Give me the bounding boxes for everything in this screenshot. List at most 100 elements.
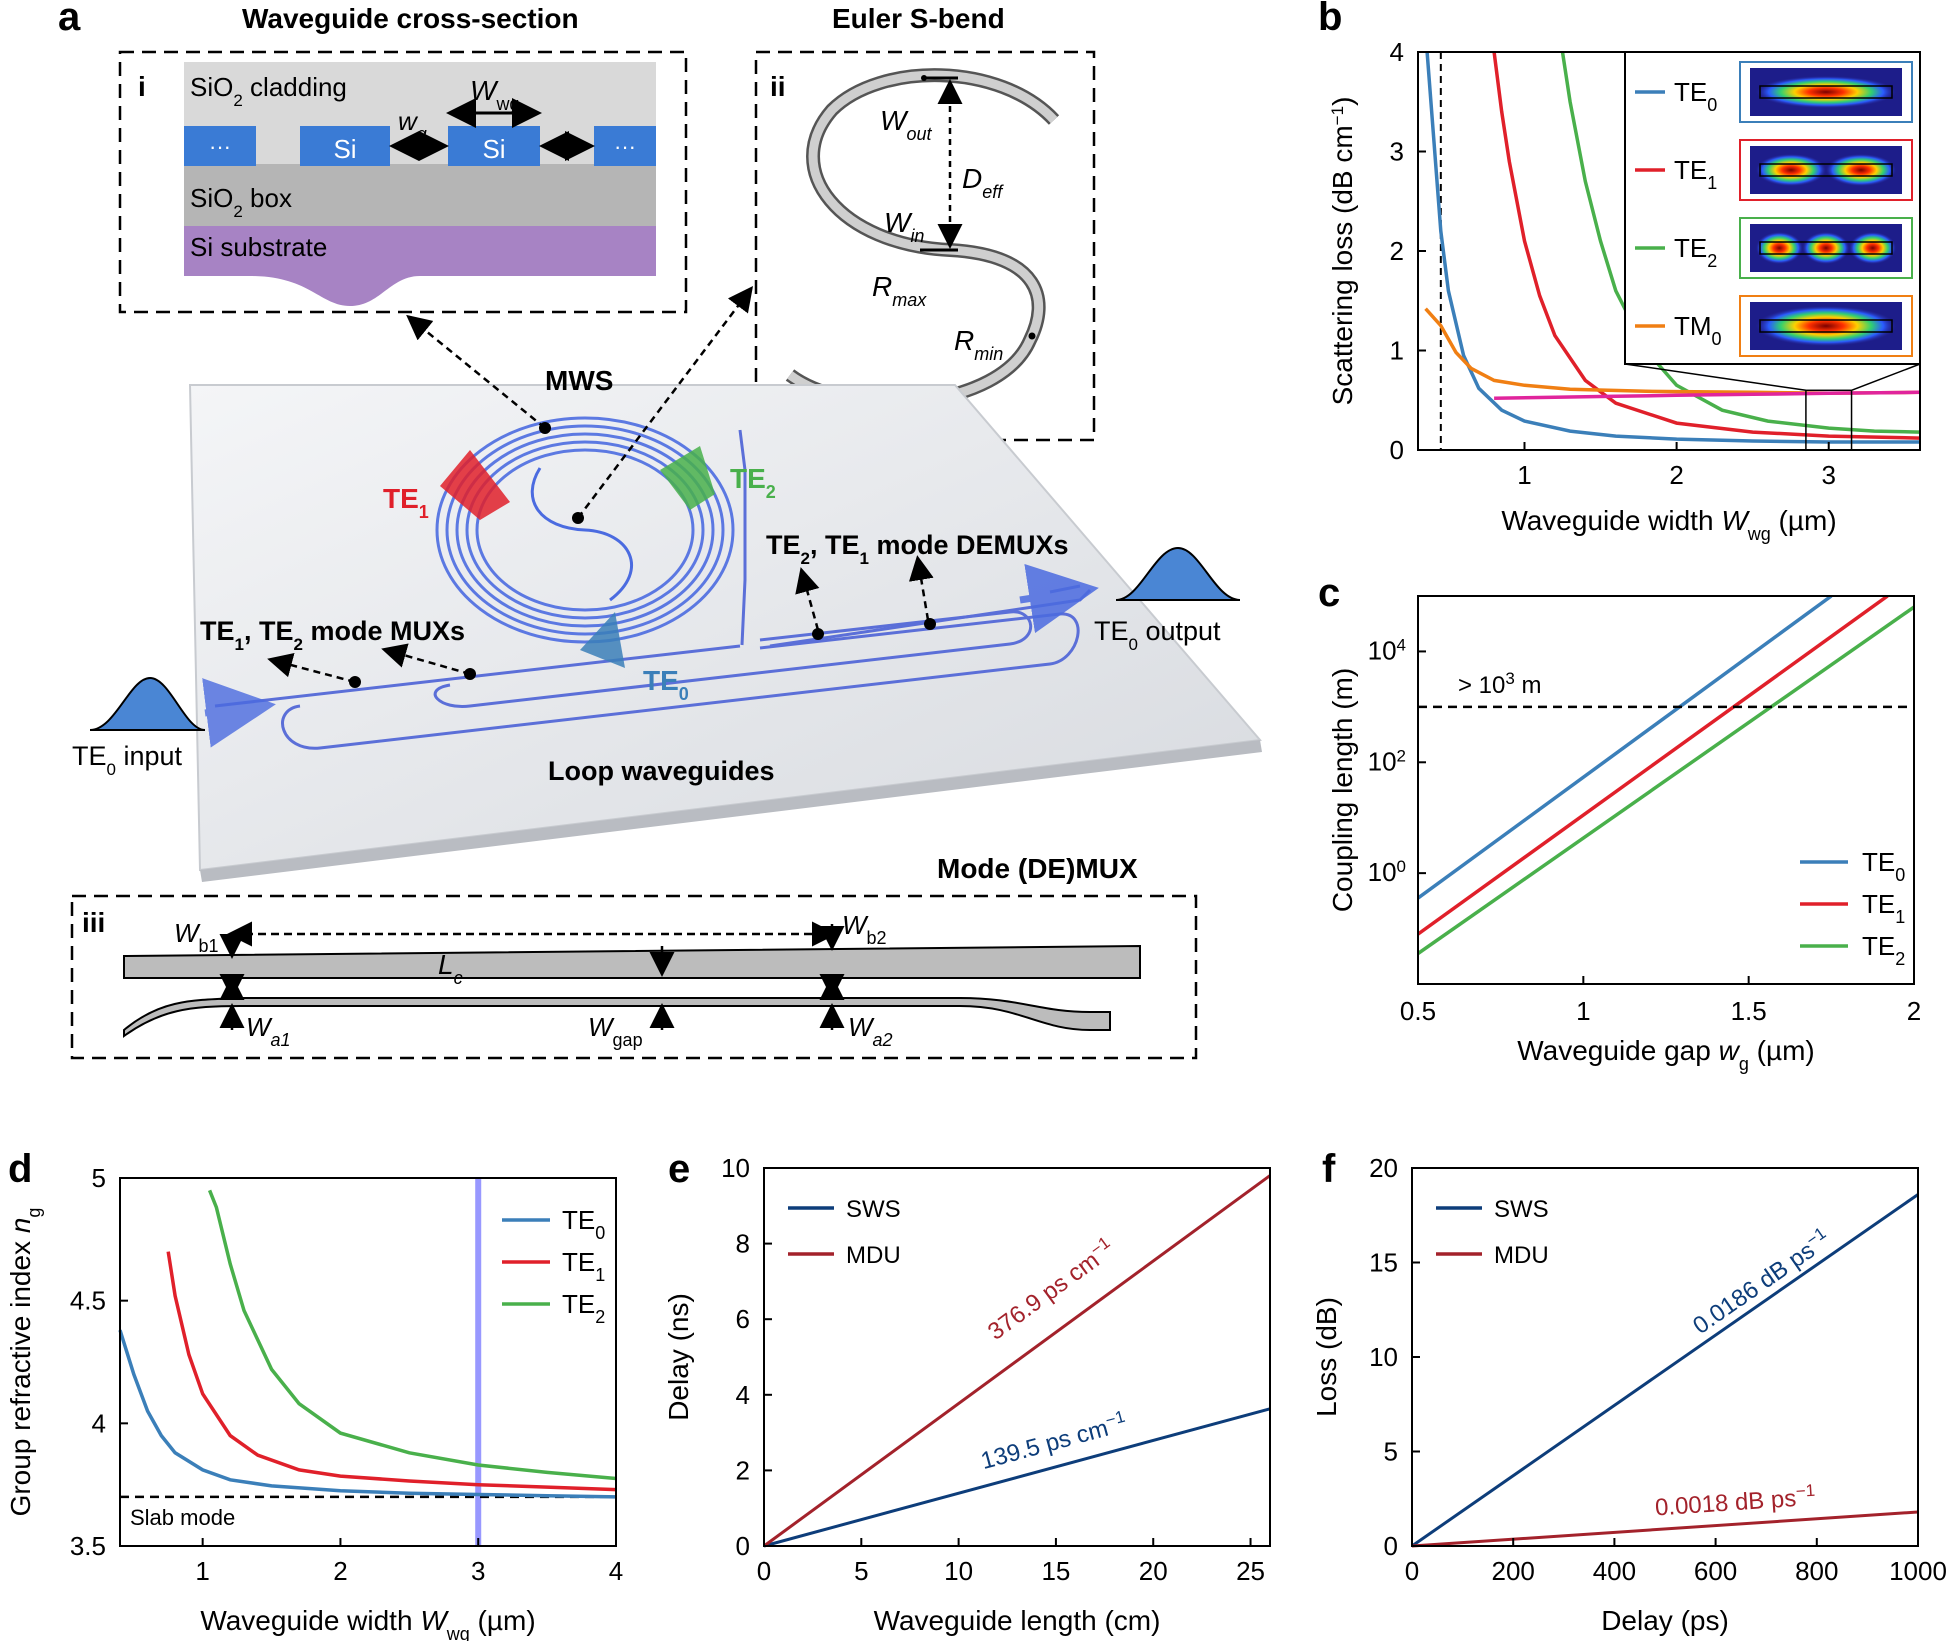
demux-inset: Mode (DE)MUX iii Wb1 Wb2 Lc Wa1 Wgap Wa2 bbox=[70, 853, 1198, 1060]
e-ytick-label: 8 bbox=[736, 1229, 750, 1259]
b-ytick-label: 3 bbox=[1390, 137, 1404, 167]
b-ytick-label: 4 bbox=[1390, 37, 1404, 67]
wa2-label: Wa2 bbox=[848, 1012, 893, 1050]
e-xtick-label: 25 bbox=[1236, 1556, 1265, 1586]
b-series-te1 bbox=[1492, 52, 1920, 440]
panel-d: d Slab mode 3.5 4 4.5 5 1 2 3 4 TE0 TE1 TE2 Waveguide… bbox=[5, 1147, 623, 1641]
d-ytick-label: 5 bbox=[92, 1163, 106, 1193]
f-xtick-label: 400 bbox=[1593, 1556, 1636, 1586]
e-ylabel: Delay (ns) bbox=[663, 1293, 694, 1421]
c-xtick-label: 1 bbox=[1576, 996, 1590, 1026]
substrate-label: Si substrate bbox=[190, 232, 327, 262]
d-legend-label-te0: TE0 bbox=[562, 1205, 605, 1243]
b-ytick-label: 0 bbox=[1390, 435, 1404, 465]
c-ytick-label: 100 bbox=[1368, 857, 1406, 888]
c-series-te1 bbox=[1418, 596, 1889, 936]
roman-iii: iii bbox=[82, 907, 105, 938]
te0-input-label: TE0 input bbox=[72, 741, 183, 779]
te0-label: TE0 bbox=[643, 665, 689, 704]
w-out-label: Wout bbox=[880, 105, 932, 144]
c-ytick-label: 104 bbox=[1368, 635, 1406, 666]
d-ytick-label: 3.5 bbox=[70, 1531, 106, 1561]
te2-wedge bbox=[660, 446, 715, 510]
b-xtick-label: 1 bbox=[1517, 460, 1531, 490]
f-xtick-label: 1000 bbox=[1889, 1556, 1947, 1586]
panel-e: e 139.5 ps cm−1 376.9 ps cm−1 0 2 4 6 8 10 0 5 10 15… bbox=[663, 1147, 1271, 1636]
roman-i: i bbox=[138, 71, 146, 102]
te2-label: TE2 bbox=[730, 463, 776, 502]
d-series-te2 bbox=[207, 1189, 617, 1481]
b-xtick-label: 2 bbox=[1669, 460, 1683, 490]
c-ytick-label: 102 bbox=[1368, 746, 1406, 777]
b-ylabel: Scattering loss (dB cm−1) bbox=[1327, 97, 1358, 406]
input-pulse bbox=[89, 676, 206, 731]
f-xtick-label: 0 bbox=[1405, 1556, 1419, 1586]
f-slope-label-mdu: 0.0018 dB ps−1 bbox=[1654, 1480, 1817, 1521]
pointer-arrows bbox=[267, 286, 934, 684]
f-legend-label-sws: SWS bbox=[1494, 1196, 1549, 1223]
f-ytick-label: 20 bbox=[1369, 1153, 1398, 1183]
b-series-extra bbox=[1494, 390, 1920, 401]
e-ytick-label: 2 bbox=[736, 1455, 750, 1485]
d-xtick-label: 2 bbox=[333, 1556, 347, 1586]
f-xtick-label: 600 bbox=[1694, 1556, 1737, 1586]
d-frame bbox=[119, 1177, 617, 1547]
e-ytick-label: 6 bbox=[736, 1304, 750, 1334]
b-zoom-line-1 bbox=[1624, 363, 1807, 392]
bus-waveguide bbox=[123, 944, 1141, 979]
e-series-mdu bbox=[763, 1174, 1271, 1548]
e-ytick-label: 4 bbox=[736, 1380, 750, 1410]
d-legend-label-te1: TE1 bbox=[562, 1247, 605, 1285]
b-mode-lobe bbox=[1756, 306, 1896, 346]
e-ytick-label: 10 bbox=[721, 1153, 750, 1183]
b-xlabel: Waveguide width Wwg (µm) bbox=[1501, 505, 1836, 544]
euler-box bbox=[754, 50, 1096, 442]
b-zoom-line-2 bbox=[1851, 363, 1921, 392]
b-mode-core bbox=[1759, 163, 1893, 177]
dots-left: ··· bbox=[209, 134, 231, 159]
c-xlabel: Waveguide gap wg (µm) bbox=[1517, 1035, 1814, 1074]
b-mode-lobe bbox=[1756, 76, 1896, 108]
f-series-sws bbox=[1411, 1193, 1919, 1548]
c-xtick-label: 2 bbox=[1907, 996, 1921, 1026]
si-block-dots-left bbox=[184, 126, 256, 166]
te0-wedge bbox=[580, 612, 625, 668]
b-ytick-label: 1 bbox=[1390, 336, 1404, 366]
f-ylabel: Loss (dB) bbox=[1311, 1297, 1342, 1417]
panel-a: a Waveguide cross-section i ··· ··· Si S… bbox=[58, 0, 1262, 1060]
panel-c: c > 103 m 100 102 104 0.5 1 1.5 2 TE0 TE1 TE2 Wavegu… bbox=[1318, 571, 1921, 1074]
d-ytick-label: 4.5 bbox=[70, 1286, 106, 1316]
cross-section-inset: Waveguide cross-section i ··· ··· Si Si … bbox=[118, 3, 688, 314]
panel-b-label: b bbox=[1318, 0, 1342, 39]
r-max-label-1: Rmax bbox=[872, 271, 927, 310]
dot-r-min bbox=[1028, 332, 1036, 340]
si-block-1 bbox=[300, 126, 390, 166]
d-xtick-label: 3 bbox=[471, 1556, 485, 1586]
dots-right: ··· bbox=[614, 134, 636, 159]
c-legend-label-te1: TE1 bbox=[1862, 889, 1905, 927]
b-mode-lobe bbox=[1802, 232, 1850, 264]
pointer-dots bbox=[349, 422, 936, 688]
d-slab-label: Slab mode bbox=[130, 1505, 235, 1530]
b-mode-lobe bbox=[1849, 232, 1896, 264]
demux-box bbox=[70, 894, 1198, 1060]
e-slope-label-mdu: 376.9 ps cm−1 bbox=[981, 1232, 1120, 1345]
e-legend-label-sws: SWS bbox=[846, 1196, 901, 1223]
input-arrow bbox=[202, 678, 276, 748]
te1-label: TE1 bbox=[383, 483, 429, 522]
e-series-sws bbox=[763, 1407, 1271, 1548]
c-series-te0 bbox=[1418, 596, 1833, 900]
loop-label: Loop waveguides bbox=[548, 756, 775, 786]
b-legend-label-te0: TE0 bbox=[1674, 77, 1717, 115]
b-ytick-label: 2 bbox=[1390, 236, 1404, 266]
e-xtick-label: 0 bbox=[757, 1556, 771, 1586]
si-block-dots-right bbox=[594, 126, 656, 166]
euler-inset: Euler S-bend ii Wout Deff Win Rmax Rmin … bbox=[754, 3, 1096, 442]
si-label-2: Si bbox=[482, 134, 505, 164]
c-frame bbox=[1417, 595, 1915, 985]
d-ytick-label: 4 bbox=[92, 1408, 106, 1438]
wgap-label: Wgap bbox=[588, 1012, 643, 1050]
d-xtick-label: 1 bbox=[195, 1556, 209, 1586]
